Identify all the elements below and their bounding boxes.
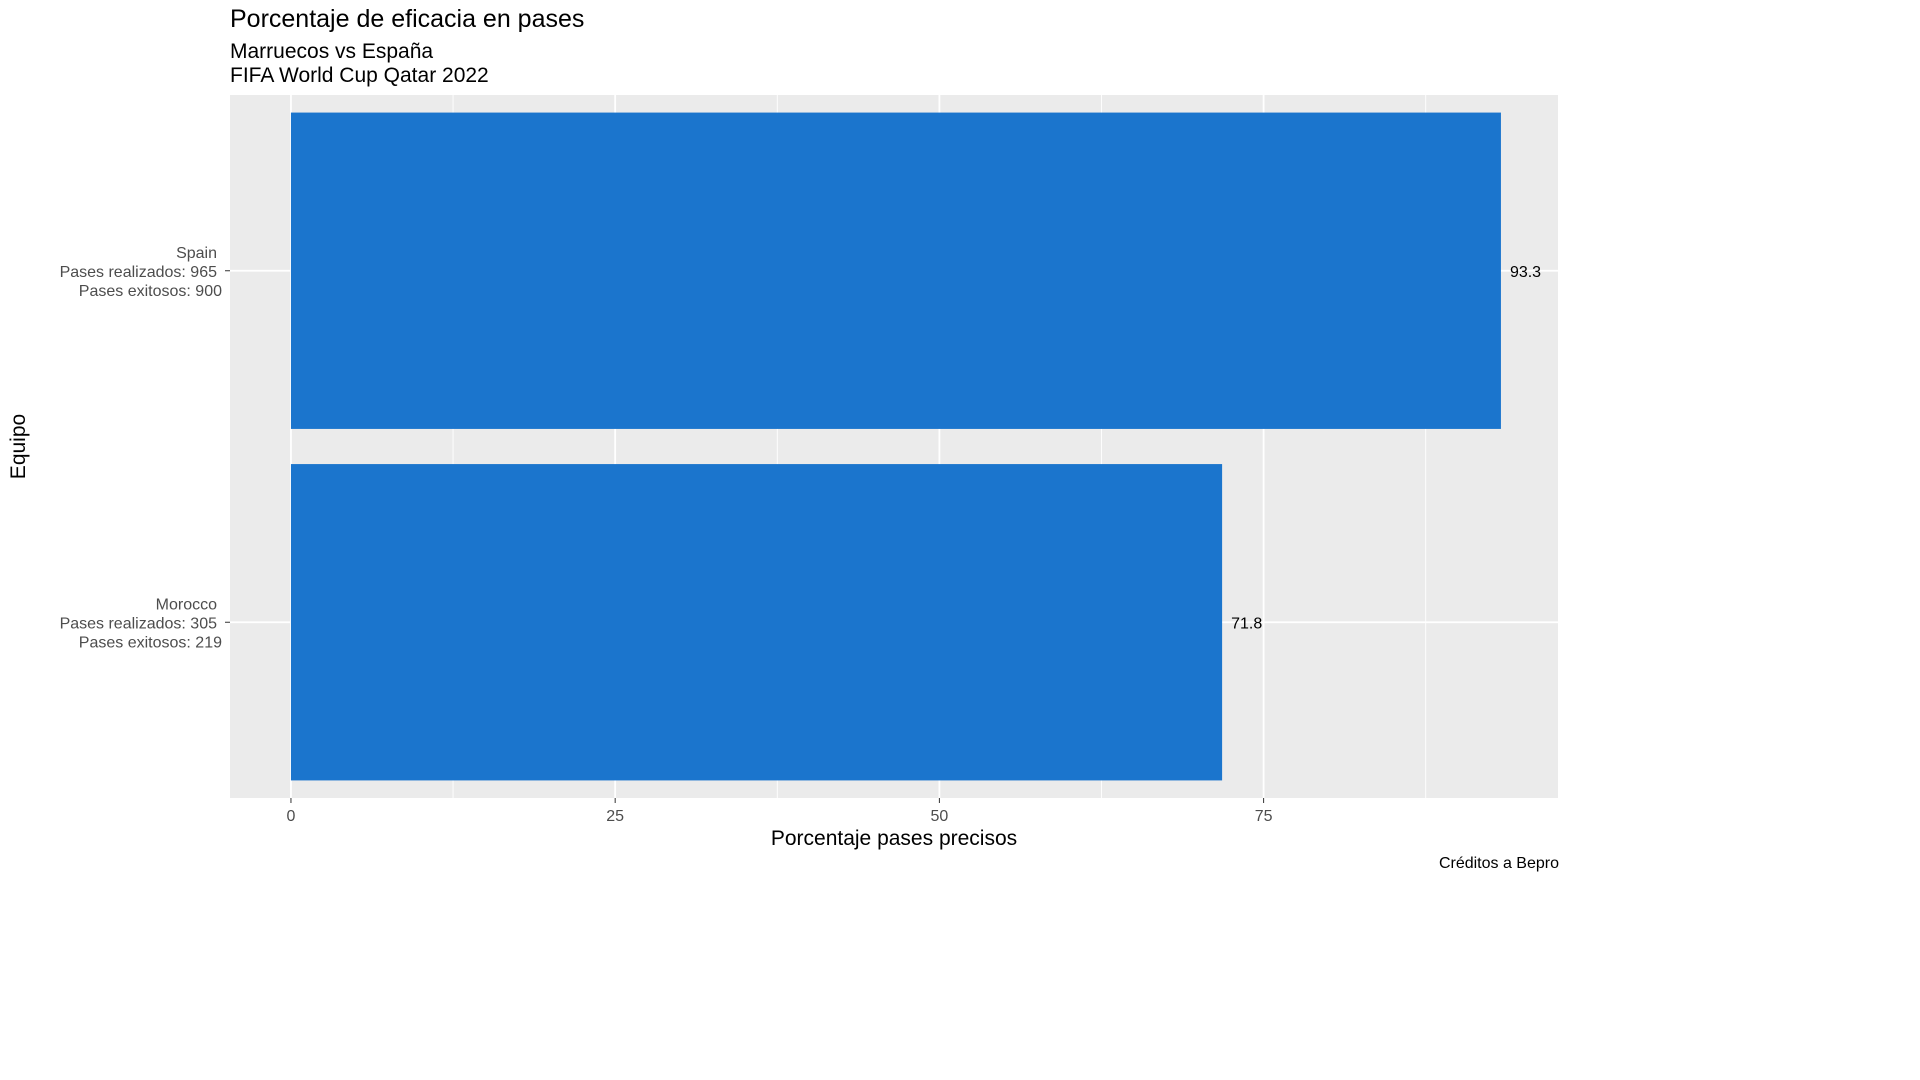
y-tick-label: Pases realizados: 305 bbox=[60, 615, 218, 632]
chart-caption: Créditos a Bepro bbox=[1438, 855, 1559, 872]
chart-subtitle: Marruecos vs España FIFA World Cup Qatar… bbox=[230, 40, 489, 87]
bar[interactable] bbox=[290, 464, 1223, 781]
x-tick-label: 50 bbox=[930, 808, 948, 825]
data-label: 93.3 bbox=[1510, 264, 1541, 281]
x-axis-title: Porcentaje pases precisos bbox=[771, 827, 1017, 850]
bar-chart: 93.3 71.8 0 25 50 75 Spain Pases realizados: 96… bbox=[7, 95, 1558, 850]
bar[interactable] bbox=[290, 112, 1501, 429]
x-tick-label: 25 bbox=[606, 808, 624, 825]
y-axis-title: Equipo bbox=[7, 414, 30, 479]
y-tick-label: Morocco bbox=[156, 596, 217, 613]
y-tick-label: Spain bbox=[176, 245, 217, 262]
x-tick-label: 0 bbox=[287, 808, 296, 825]
y-tick-label: Pases exitosos: 900 bbox=[79, 283, 222, 300]
chart-title: Porcentaje de eficacia en pases bbox=[230, 5, 585, 33]
y-tick-label: Pases exitosos: 219 bbox=[79, 634, 222, 651]
data-label: 71.8 bbox=[1231, 615, 1262, 632]
y-tick-label: Pases realizados: 965 bbox=[60, 264, 218, 281]
x-tick-label: 75 bbox=[1255, 808, 1273, 825]
